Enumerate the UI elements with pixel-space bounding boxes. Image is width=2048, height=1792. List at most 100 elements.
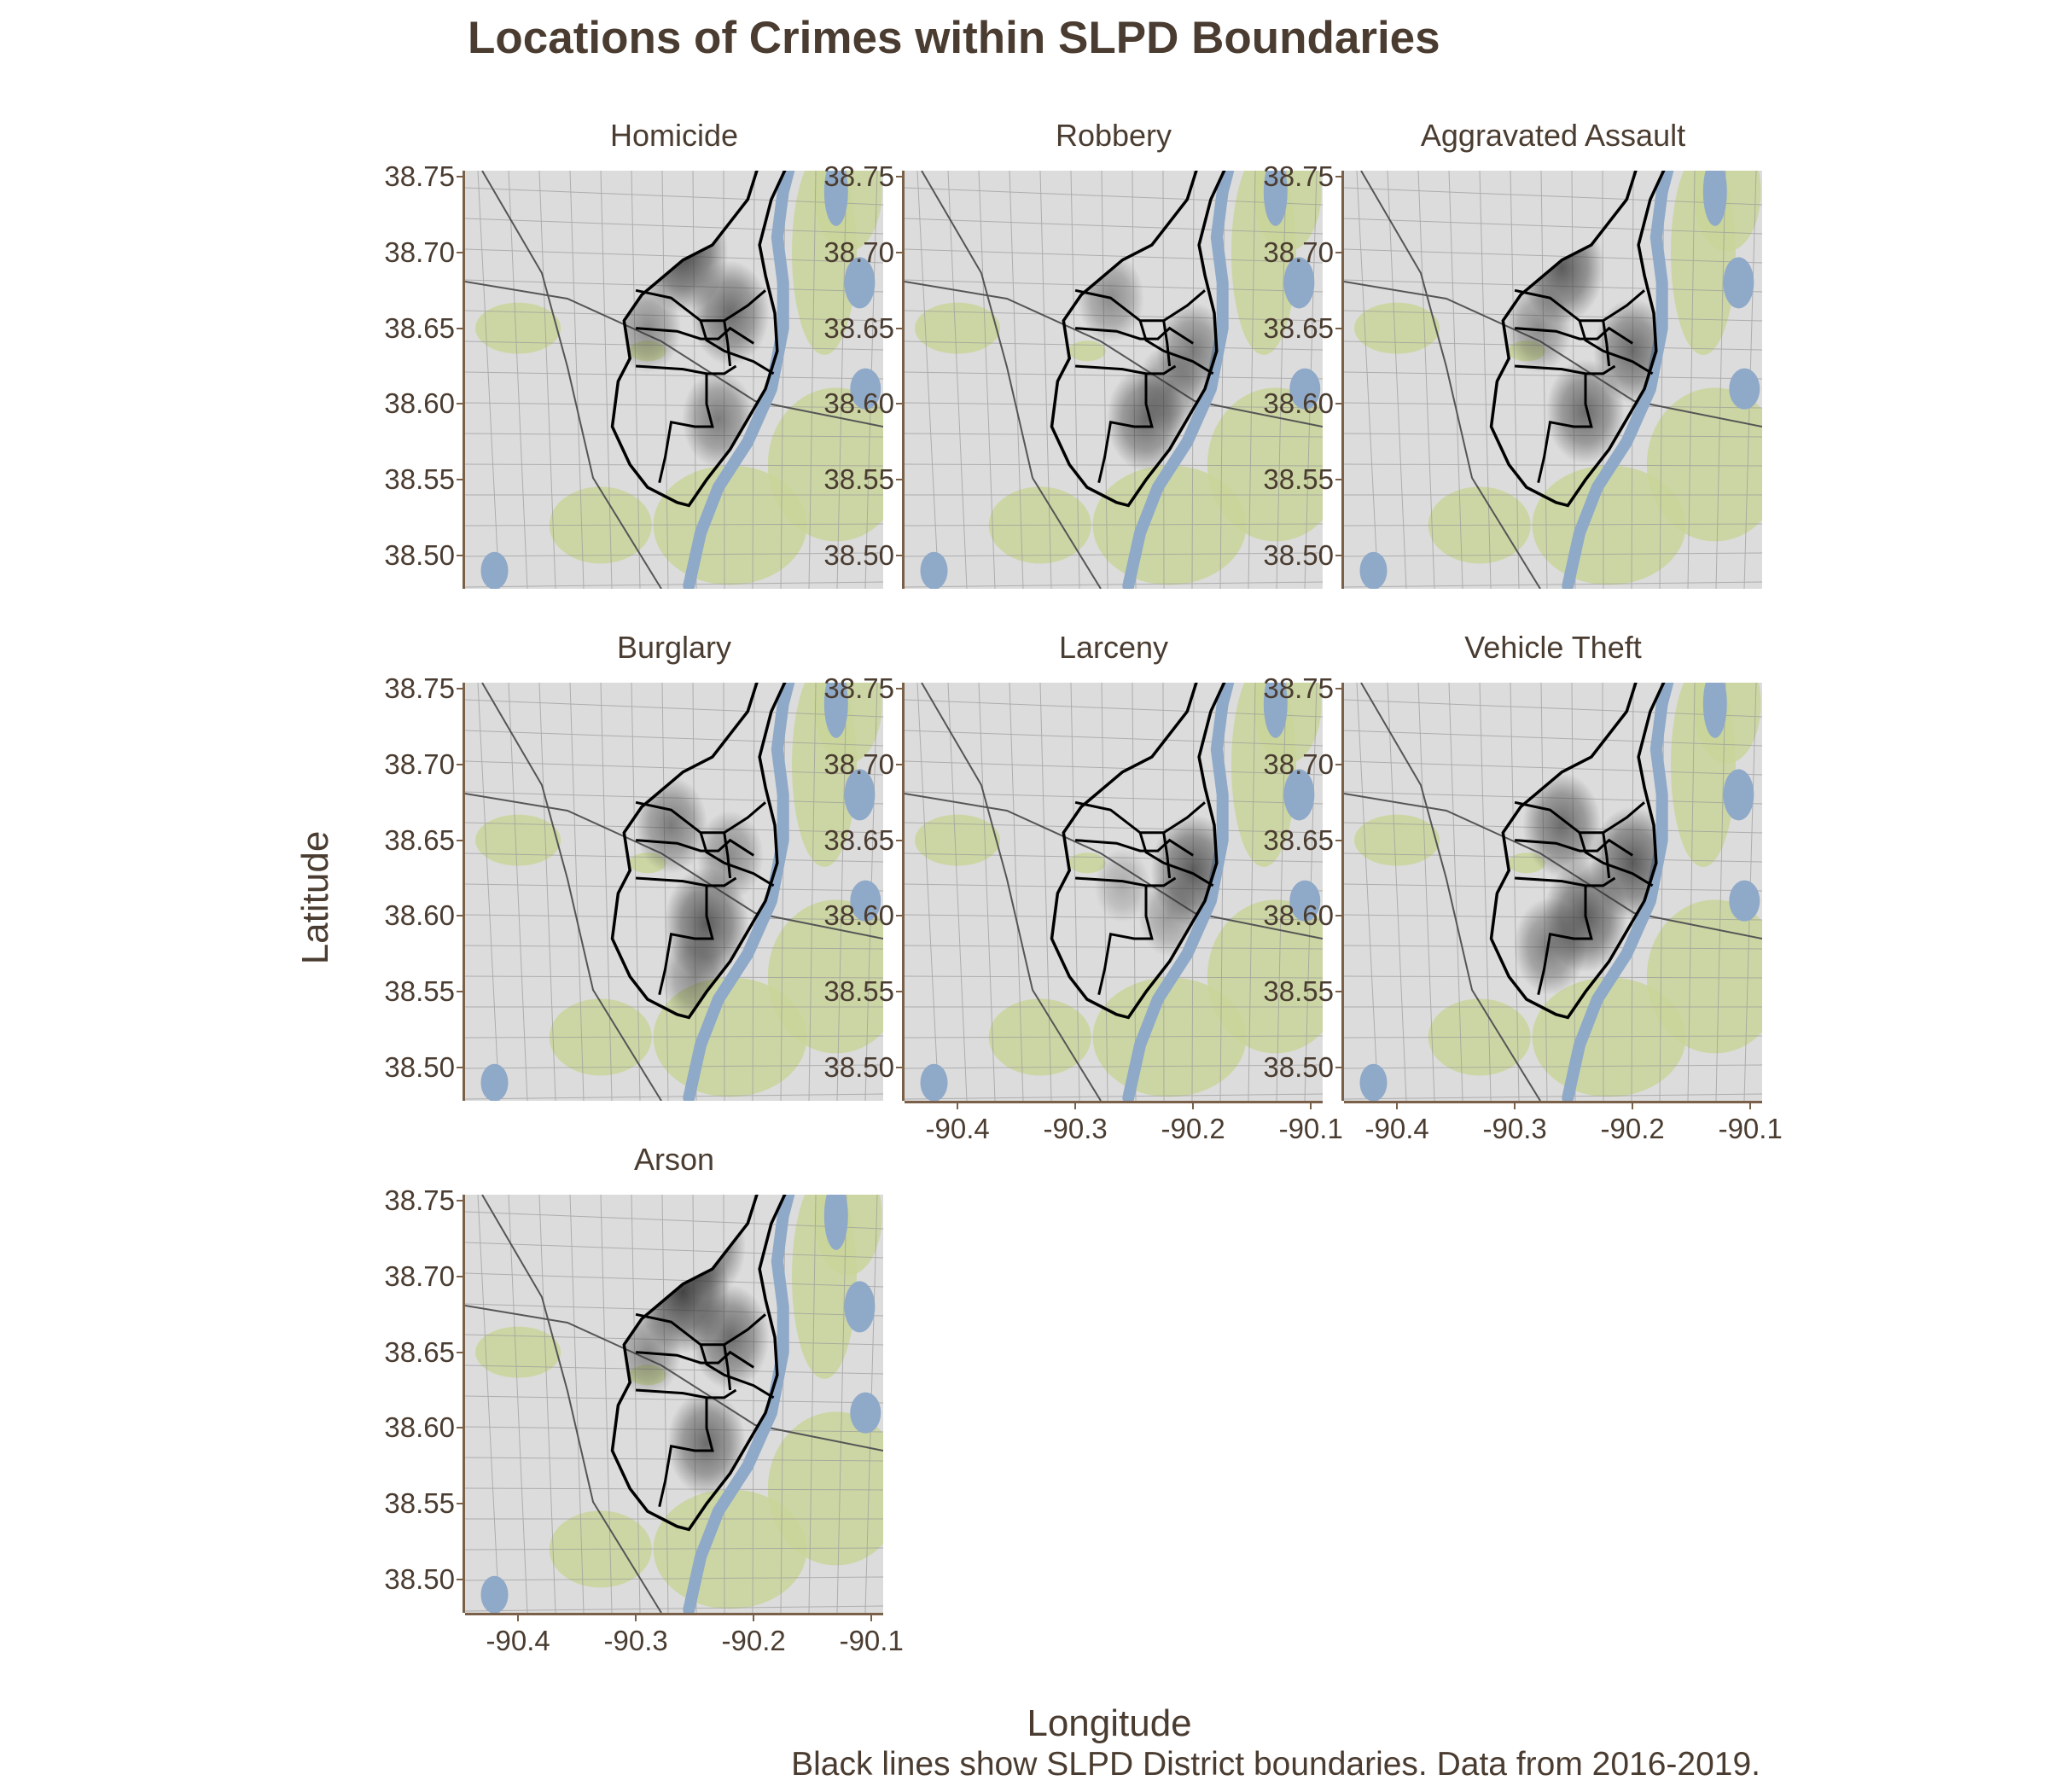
y-tick-mark — [1335, 554, 1342, 556]
highway — [481, 171, 662, 589]
water-body — [1283, 769, 1315, 821]
road-network — [465, 171, 883, 589]
y-tick-label: 38.70 — [384, 1260, 455, 1292]
park-area — [915, 814, 1001, 866]
density-hotspot — [1513, 897, 1587, 995]
map-panel-arson — [465, 1195, 883, 1613]
density-hotspot — [690, 260, 770, 366]
y-tick-label: 38.75 — [384, 1184, 455, 1217]
y-axis-line — [1341, 683, 1344, 1101]
water-body — [1729, 880, 1760, 922]
y-axis-line — [463, 683, 465, 1101]
panel-title: Homicide — [609, 118, 739, 153]
district-boundary — [1074, 800, 1206, 835]
y-tick-mark — [457, 176, 463, 178]
map-panel-larceny — [905, 683, 1323, 1101]
district-boundary — [699, 832, 775, 887]
x-axis-line — [465, 1613, 883, 1615]
district-boundary — [635, 800, 766, 835]
y-tick-label: 38.65 — [823, 823, 894, 856]
y-axis-line — [1341, 171, 1344, 589]
y-tick-mark — [896, 251, 903, 253]
y-tick-mark — [457, 1066, 463, 1068]
district-boundary — [1515, 876, 1586, 887]
water-body — [1702, 171, 1727, 226]
panel-title: Robbery — [1055, 118, 1172, 153]
water-body — [1723, 769, 1754, 821]
district-boundary — [1075, 876, 1147, 887]
water-body — [1263, 171, 1288, 226]
y-tick-label: 38.50 — [1263, 1050, 1334, 1083]
highway — [481, 683, 662, 1101]
district-boundary — [1602, 832, 1611, 879]
y-axis-line — [463, 171, 465, 589]
water-body — [920, 1063, 948, 1101]
y-tick-mark — [896, 554, 903, 556]
y-tick-label: 38.60 — [823, 387, 894, 420]
y-tick-label: 38.60 — [384, 387, 455, 420]
district-boundary — [658, 373, 714, 484]
water-body — [1729, 368, 1760, 410]
y-tick-label: 38.70 — [823, 236, 894, 268]
y-tick-mark — [457, 915, 463, 917]
park-area — [915, 302, 1001, 354]
panel-title: Vehicle Theft — [1464, 630, 1642, 665]
park-area — [767, 1411, 883, 1566]
water-body — [844, 257, 876, 309]
y-tick-label: 38.55 — [384, 975, 455, 1008]
y-tick-mark — [1335, 915, 1342, 917]
park-area — [1207, 387, 1323, 542]
y-tick-mark — [1335, 1066, 1342, 1068]
mississippi-river — [1562, 171, 1674, 589]
mississippi-river — [683, 683, 795, 1101]
water-body — [1289, 368, 1321, 410]
water-body — [1723, 257, 1754, 309]
district-boundary — [1585, 364, 1616, 375]
district-boundary — [699, 320, 775, 375]
city-boundary — [1489, 683, 1666, 1020]
city-boundary — [610, 171, 787, 508]
x-axis-line — [905, 1101, 1323, 1103]
district-boundary — [1138, 832, 1214, 887]
y-tick-mark — [457, 1200, 463, 1202]
city-boundary — [1050, 171, 1226, 508]
district-boundary — [1514, 326, 1634, 345]
highway — [905, 793, 1323, 940]
y-tick-mark — [457, 1275, 463, 1277]
y-tick-mark — [896, 176, 903, 178]
water-body — [1289, 880, 1321, 922]
y-tick-mark — [1335, 839, 1342, 841]
water-body — [850, 368, 881, 410]
highway — [921, 683, 1102, 1101]
water-body — [920, 551, 948, 589]
y-tick-mark — [457, 554, 463, 556]
y-tick-label: 38.60 — [384, 899, 455, 932]
x-tick-label: -90.2 — [721, 1625, 786, 1656]
mississippi-river — [683, 1195, 795, 1613]
district-boundary — [635, 326, 755, 345]
density-hotspot — [666, 1390, 747, 1496]
district-boundary — [1146, 876, 1177, 887]
x-tick-label: -90.3 — [1482, 1113, 1547, 1144]
water-body — [823, 683, 848, 738]
district-boundary — [1578, 832, 1654, 887]
density-hotspot — [634, 776, 708, 874]
density-hotspot — [1545, 358, 1626, 464]
water-body — [1283, 257, 1315, 309]
y-tick-mark — [457, 1503, 463, 1505]
y-tick-label: 38.50 — [1263, 538, 1334, 571]
y-tick-mark — [1335, 176, 1342, 178]
district-boundary — [1514, 800, 1645, 835]
district-boundary — [707, 876, 737, 887]
y-tick-label: 38.70 — [1263, 748, 1334, 780]
district-boundary — [723, 1344, 732, 1391]
map-panel-aggravated-assault — [1344, 171, 1762, 589]
map-panel-vehicle-theft — [1344, 683, 1762, 1101]
basemap — [465, 683, 883, 1101]
y-tick-label: 38.70 — [823, 748, 894, 780]
y-tick-label: 38.65 — [384, 1335, 455, 1368]
city-boundary — [1050, 683, 1226, 1020]
x-tick-mark — [1396, 1103, 1399, 1109]
water-body — [480, 1575, 509, 1613]
park-area — [1354, 814, 1440, 866]
